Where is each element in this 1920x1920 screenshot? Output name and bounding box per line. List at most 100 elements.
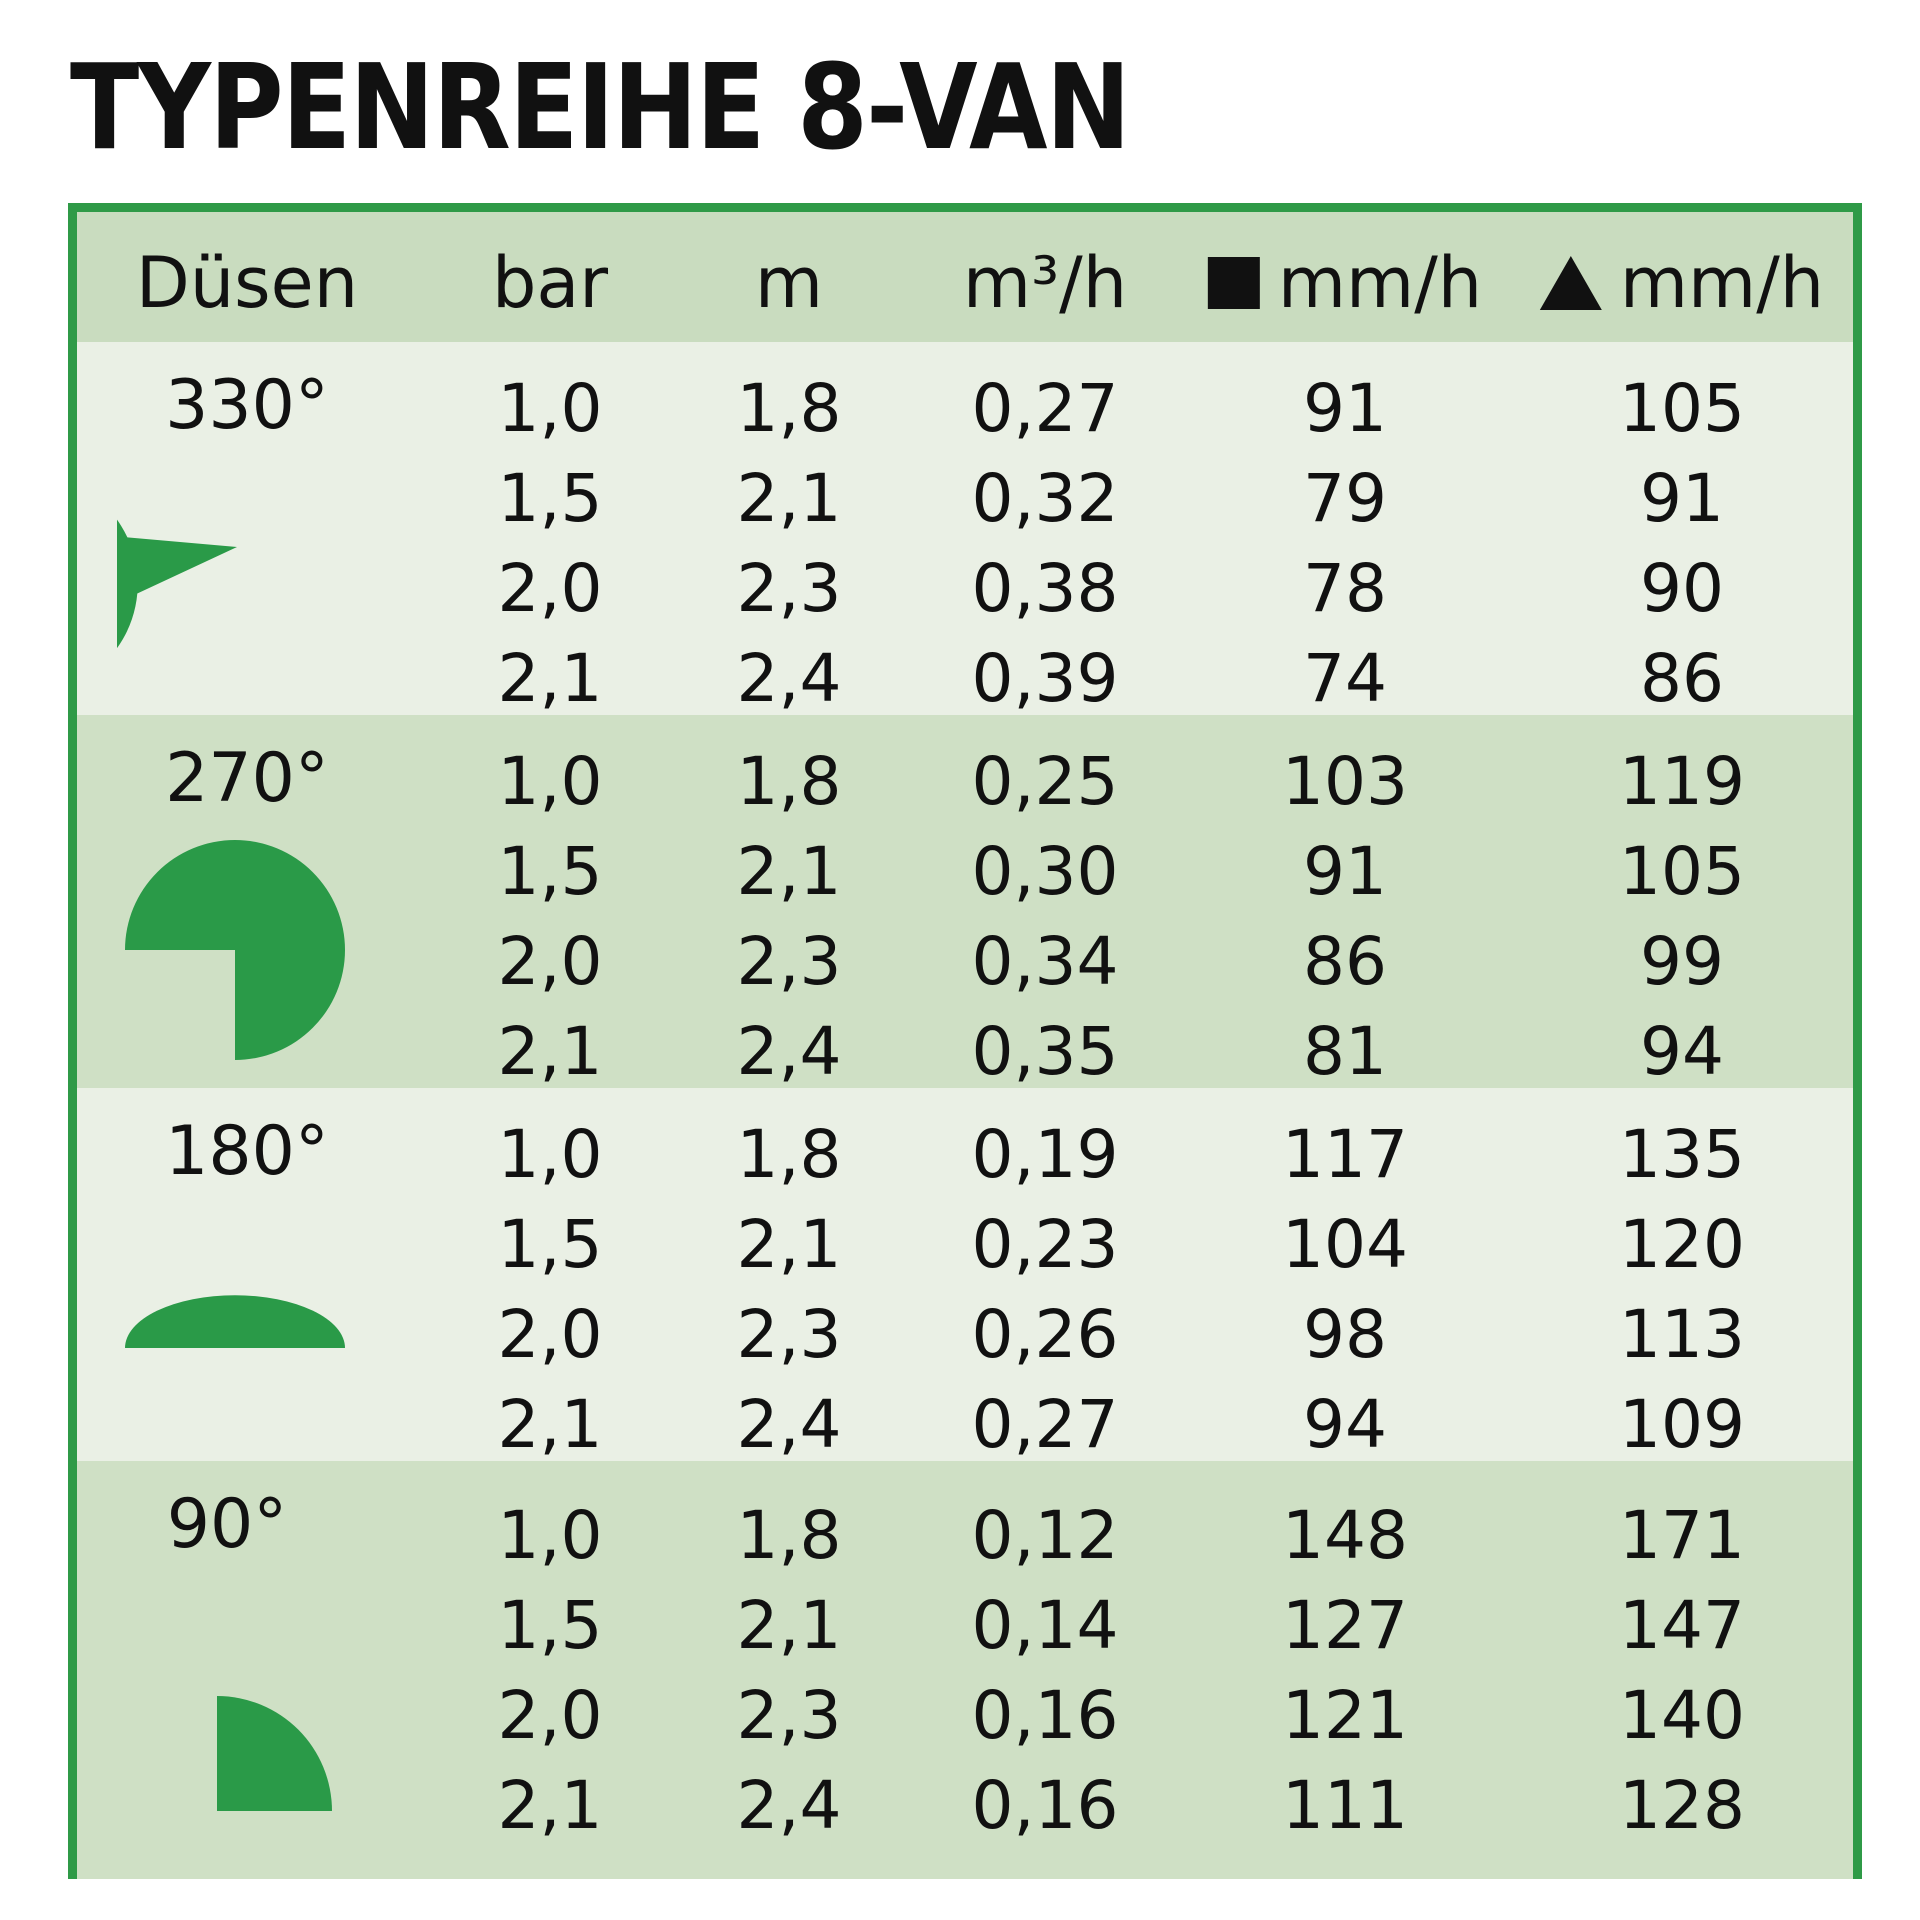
cell-tri: 105: [1619, 370, 1745, 447]
cell-sq: 79: [1303, 460, 1387, 537]
cell-m: 2,3: [736, 923, 842, 1000]
nozzle-angle-label: 330°: [165, 366, 329, 445]
cell-sq: 94: [1303, 1386, 1387, 1463]
header-square-rate-label: mm/h: [1277, 242, 1483, 324]
cell-m: 2,1: [736, 833, 842, 910]
cell-flow: 0,32: [971, 460, 1119, 537]
nozzle-group: 330° 1,0 1,8 0,27 91 105 1,5 2,1 0,32 79 91 2,0 2,3 0…: [77, 342, 1853, 715]
cell-tri: 90: [1640, 550, 1724, 627]
header-flow: m³/h: [962, 242, 1128, 324]
cell-bar: 1,5: [497, 460, 603, 537]
cell-flow: 0,12: [971, 1497, 1119, 1574]
cell-bar: 2,1: [497, 640, 603, 717]
triangle-icon: [1539, 256, 1602, 310]
cell-flow: 0,19: [971, 1116, 1119, 1193]
cell-tri: 113: [1619, 1296, 1745, 1373]
cell-sq: 86: [1303, 923, 1387, 1000]
header-square-rate: mm/h: [1207, 242, 1483, 324]
cell-sq: 91: [1303, 370, 1387, 447]
cell-bar: 1,0: [497, 1116, 603, 1193]
cell-m: 2,4: [736, 640, 842, 717]
cell-m: 2,4: [736, 1386, 842, 1463]
cell-m: 1,8: [736, 1497, 842, 1574]
cell-tri: 135: [1619, 1116, 1745, 1193]
cell-bar: 2,0: [497, 550, 603, 627]
nozzle-group: 270° 1,0 1,8 0,25 103 119 1,5 2,1 0,30 91 105 2,0 2,…: [77, 715, 1853, 1088]
nozzle-angle-label: 180°: [165, 1112, 329, 1191]
cell-flow: 0,23: [971, 1206, 1119, 1283]
nozzle-group: 180° 1,0 1,8 0,19 117 135 1,5 2,1 0,23 104 120 2,0 2…: [77, 1088, 1853, 1461]
cell-sq: 148: [1282, 1497, 1408, 1574]
cell-bar: 1,0: [497, 370, 603, 447]
cell-tri: 171: [1619, 1497, 1745, 1574]
cell-sq: 74: [1303, 640, 1387, 717]
cell-sq: 127: [1282, 1587, 1408, 1664]
cell-flow: 0,16: [971, 1767, 1119, 1844]
cell-bar: 1,5: [497, 1587, 603, 1664]
cell-tri: 120: [1619, 1206, 1745, 1283]
cell-sq: 111: [1282, 1767, 1408, 1844]
cell-bar: 2,1: [497, 1013, 603, 1090]
cell-flow: 0,16: [971, 1677, 1119, 1754]
header-bar: bar: [491, 242, 609, 324]
cell-bar: 1,5: [497, 833, 603, 910]
cell-m: 2,3: [736, 550, 842, 627]
cell-bar: 2,0: [497, 1677, 603, 1754]
cell-tri: 147: [1619, 1587, 1745, 1664]
cell-tri: 128: [1619, 1767, 1745, 1844]
cell-flow: 0,25: [971, 743, 1119, 820]
cell-m: 2,1: [736, 1587, 842, 1664]
cell-bar: 2,0: [497, 923, 603, 1000]
cell-sq: 117: [1282, 1116, 1408, 1193]
square-icon: [1207, 257, 1260, 309]
cell-m: 2,1: [736, 460, 842, 537]
cell-tri: 86: [1640, 640, 1724, 717]
spray-sector-icon: [117, 519, 237, 649]
cell-sq: 91: [1303, 833, 1387, 910]
cell-m: 2,3: [736, 1677, 842, 1754]
nozzle-angle-label: 90°: [166, 1485, 288, 1564]
cell-flow: 0,26: [971, 1296, 1119, 1373]
cell-tri: 91: [1640, 460, 1724, 537]
spray-sector-icon: [125, 1295, 345, 1348]
cell-sq: 81: [1303, 1013, 1387, 1090]
cell-tri: 94: [1640, 1013, 1724, 1090]
cell-tri: 119: [1619, 743, 1745, 820]
cell-m: 2,4: [736, 1767, 842, 1844]
nozzle-group: 90° 1,0 1,8 0,12 148 171 1,5 2,1 0,14 127 147 2,0 2,…: [77, 1461, 1853, 1879]
cell-sq: 78: [1303, 550, 1387, 627]
cell-m: 2,4: [736, 1013, 842, 1090]
nozzle-table: Düsen bar m m³/h mm/h mm/h 330° 1,0 1,8 0,2…: [68, 203, 1862, 1879]
header-triangle-rate: mm/h: [1539, 242, 1825, 324]
cell-sq: 121: [1282, 1677, 1408, 1754]
cell-flow: 0,14: [971, 1587, 1119, 1664]
spray-sector-icon: [217, 1696, 332, 1811]
cell-sq: 98: [1303, 1296, 1387, 1373]
header-triangle-rate-label: mm/h: [1619, 242, 1825, 324]
cell-flow: 0,34: [971, 923, 1119, 1000]
cell-sq: 104: [1282, 1206, 1408, 1283]
cell-m: 1,8: [736, 1116, 842, 1193]
cell-flow: 0,27: [971, 370, 1119, 447]
cell-tri: 99: [1640, 923, 1724, 1000]
cell-sq: 103: [1282, 743, 1408, 820]
cell-m: 1,8: [736, 743, 842, 820]
cell-tri: 140: [1619, 1677, 1745, 1754]
cell-flow: 0,35: [971, 1013, 1119, 1090]
header-m: m: [754, 242, 824, 324]
page-title: TYPENREIHE 8-VAN: [70, 38, 1131, 176]
spray-sector-icon: [125, 840, 345, 1060]
cell-flow: 0,39: [971, 640, 1119, 717]
cell-flow: 0,27: [971, 1386, 1119, 1463]
table-header: Düsen bar m m³/h mm/h mm/h: [77, 212, 1853, 342]
cell-m: 2,3: [736, 1296, 842, 1373]
cell-flow: 0,30: [971, 833, 1119, 910]
cell-flow: 0,38: [971, 550, 1119, 627]
nozzle-angle-label: 270°: [165, 739, 329, 818]
cell-bar: 2,0: [497, 1296, 603, 1373]
cell-bar: 1,5: [497, 1206, 603, 1283]
cell-bar: 2,1: [497, 1386, 603, 1463]
cell-bar: 1,0: [497, 1497, 603, 1574]
cell-m: 2,1: [736, 1206, 842, 1283]
cell-m: 1,8: [736, 370, 842, 447]
